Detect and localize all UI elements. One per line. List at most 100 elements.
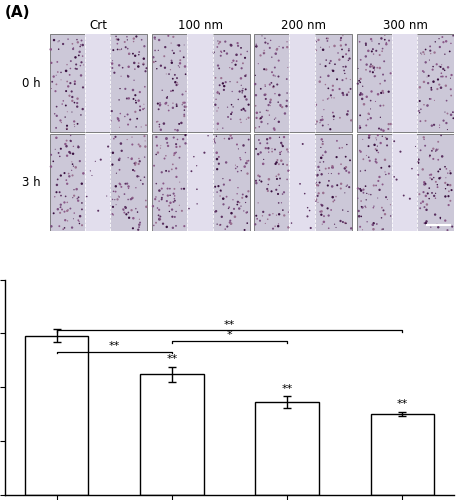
- Point: [260, 46, 268, 54]
- Point: [355, 207, 362, 215]
- Point: [51, 146, 59, 154]
- Point: [53, 112, 61, 120]
- Point: [214, 120, 222, 128]
- Point: [132, 108, 139, 116]
- Point: [172, 78, 179, 86]
- Point: [255, 136, 263, 144]
- Point: [359, 136, 366, 143]
- Point: [74, 120, 81, 128]
- Point: [426, 152, 433, 160]
- Point: [75, 194, 82, 202]
- Point: [262, 144, 269, 152]
- Point: [325, 212, 332, 220]
- Point: [177, 56, 184, 64]
- Point: [260, 156, 268, 164]
- Point: [214, 37, 222, 45]
- Point: [274, 156, 281, 164]
- Point: [265, 101, 272, 109]
- Point: [381, 36, 388, 44]
- Point: [367, 96, 375, 104]
- Point: [257, 148, 264, 156]
- Point: [131, 167, 138, 175]
- Point: [356, 124, 364, 132]
- Point: [377, 114, 384, 122]
- Point: [267, 98, 274, 106]
- Point: [128, 194, 135, 202]
- Point: [234, 168, 241, 175]
- Point: [227, 115, 235, 123]
- Point: [318, 136, 325, 143]
- Point: [241, 92, 249, 100]
- Point: [367, 190, 375, 198]
- Point: [169, 74, 176, 82]
- Point: [216, 38, 224, 46]
- Point: [301, 190, 308, 198]
- Point: [235, 145, 242, 153]
- Point: [210, 138, 218, 145]
- Point: [425, 72, 432, 80]
- Point: [304, 212, 311, 220]
- Point: [320, 158, 327, 166]
- Point: [135, 59, 142, 67]
- Point: [63, 60, 71, 68]
- Point: [304, 204, 311, 212]
- Point: [337, 180, 345, 188]
- Point: [171, 213, 179, 221]
- Point: [115, 36, 122, 44]
- Point: [319, 116, 326, 124]
- Point: [137, 176, 145, 184]
- Point: [66, 148, 73, 156]
- Point: [71, 78, 78, 86]
- Point: [326, 59, 333, 67]
- Point: [243, 208, 250, 216]
- Point: [372, 72, 379, 80]
- Point: [373, 146, 381, 154]
- Point: [435, 224, 442, 232]
- Point: [273, 175, 280, 183]
- Point: [317, 43, 325, 51]
- Point: [341, 219, 349, 227]
- Point: [436, 80, 443, 88]
- Point: [136, 102, 144, 110]
- Point: [135, 160, 142, 168]
- Point: [169, 46, 176, 54]
- Point: [376, 186, 383, 194]
- Point: [235, 42, 242, 50]
- Point: [127, 116, 134, 124]
- Point: [116, 46, 123, 54]
- Point: [64, 108, 71, 116]
- Point: [436, 34, 443, 42]
- Point: [341, 189, 348, 197]
- Point: [385, 120, 392, 128]
- Point: [73, 65, 81, 73]
- Point: [75, 216, 82, 224]
- Point: [244, 159, 251, 167]
- Point: [159, 190, 167, 198]
- Point: [420, 134, 427, 141]
- Point: [173, 81, 180, 89]
- Point: [141, 132, 148, 140]
- Point: [157, 62, 165, 70]
- Point: [242, 159, 250, 167]
- Point: [135, 220, 143, 228]
- Point: [369, 221, 376, 229]
- Point: [234, 78, 241, 86]
- Point: [153, 133, 160, 141]
- Text: **: **: [166, 354, 178, 364]
- Point: [375, 177, 382, 185]
- Point: [52, 124, 60, 132]
- Point: [125, 50, 133, 58]
- Point: [67, 64, 74, 72]
- Point: [165, 70, 173, 78]
- Point: [234, 162, 241, 170]
- Point: [360, 155, 367, 163]
- Point: [242, 107, 249, 115]
- Point: [70, 162, 77, 170]
- Point: [156, 197, 163, 205]
- Point: [358, 95, 366, 103]
- Point: [129, 194, 136, 202]
- Point: [68, 88, 75, 96]
- Point: [75, 52, 83, 60]
- Point: [129, 133, 136, 141]
- Point: [74, 38, 82, 46]
